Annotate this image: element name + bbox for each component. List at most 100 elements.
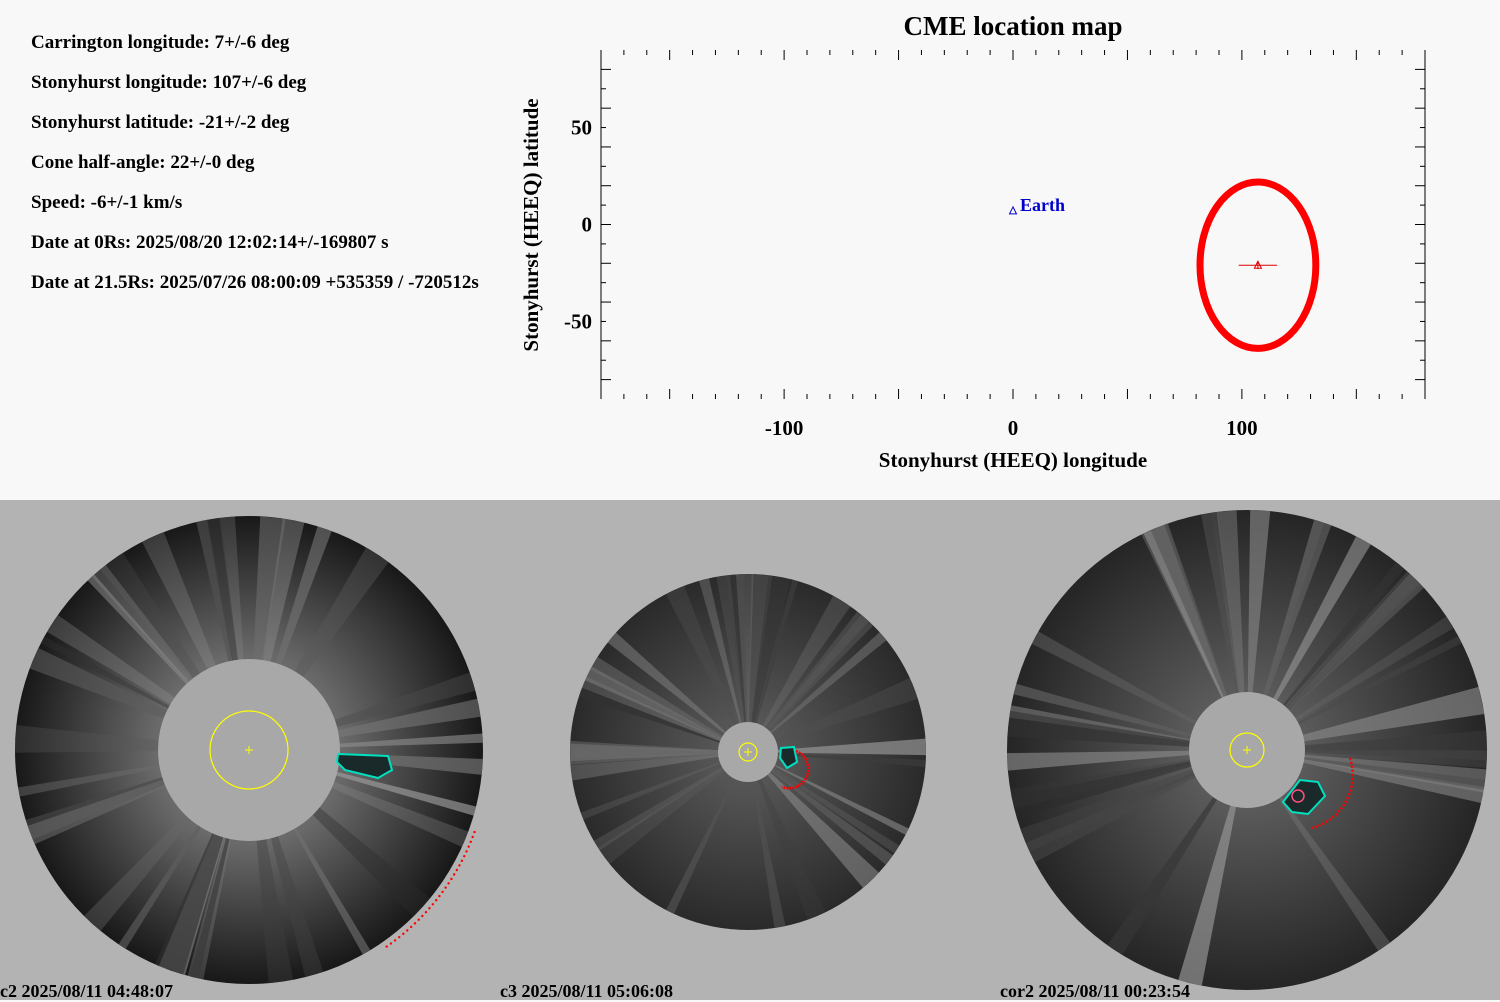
coronal-streamer bbox=[1025, 750, 1247, 863]
c3-coronagraph-disk bbox=[570, 574, 926, 930]
x-tick-label: 100 bbox=[1226, 416, 1258, 440]
info-stonyhurst-latitude: Stonyhurst latitude: -21+/-2 deg bbox=[31, 112, 290, 133]
sun-limb-circle bbox=[209, 710, 289, 790]
panel-caption-c2: c2 2025/08/11 04:48:07 bbox=[0, 981, 173, 1001]
cme-fit-arc bbox=[458, 864, 461, 867]
coronal-streamer bbox=[1201, 512, 1247, 750]
coronal-streamer bbox=[578, 688, 748, 752]
cme-fit-arc bbox=[465, 850, 468, 853]
coronal-streamer bbox=[597, 752, 748, 865]
coronal-streamer bbox=[570, 747, 748, 758]
cme-fit-arc bbox=[431, 903, 435, 906]
coronal-streamer bbox=[1141, 523, 1247, 750]
coronal-streamer bbox=[1216, 510, 1247, 750]
cme-fit-arc bbox=[409, 925, 413, 929]
cme-fit-arc bbox=[471, 835, 474, 839]
cme-fit-arc bbox=[417, 918, 420, 921]
coronal-streamer bbox=[1247, 750, 1486, 790]
cor2-coronagraph-disk bbox=[1007, 510, 1487, 990]
map-marks: Earth bbox=[1008, 178, 1320, 352]
info-date-0rs: Date at 0Rs: 2025/08/20 12:02:14+/-16980… bbox=[31, 232, 389, 253]
coronal-streamer bbox=[1247, 510, 1271, 750]
coronal-streamer bbox=[1009, 705, 1247, 750]
coronal-streamer bbox=[748, 579, 799, 752]
y-tick-label: 0 bbox=[582, 213, 593, 237]
coronal-streamer bbox=[1013, 683, 1247, 750]
panel-cor2: cor2 2025/08/11 00:23:54 bbox=[1000, 500, 1500, 1001]
coronal-streamer bbox=[1020, 750, 1247, 852]
cme-feature-contour bbox=[778, 745, 799, 770]
c3-image bbox=[570, 574, 926, 930]
coronagraph-panels: c2 2025/08/11 04:48:07 c3 2025/08/11 05:… bbox=[0, 500, 1500, 1001]
info-carrington-longitude: Carrington longitude: 7+/-6 deg bbox=[31, 32, 290, 53]
x-tick-label: 0 bbox=[1008, 416, 1019, 440]
cme-fit-arc bbox=[398, 935, 401, 939]
panel-caption-cor2: cor2 2025/08/11 00:23:54 bbox=[1000, 981, 1190, 1001]
coronal-streamer bbox=[699, 578, 748, 752]
cme-fit-arc bbox=[460, 859, 464, 863]
y-axis-label: Stonyhurst (HEEQ) latitude bbox=[519, 98, 543, 351]
panel-c2: c2 2025/08/11 04:48:07 bbox=[0, 500, 500, 1001]
cme-fit-arc bbox=[444, 886, 447, 889]
cme-fit-arc bbox=[463, 854, 466, 858]
coronal-streamer bbox=[607, 632, 748, 752]
coronal-streamer bbox=[726, 574, 748, 752]
cme-feature-core bbox=[1291, 789, 1305, 803]
coronal-streamer bbox=[1010, 750, 1247, 809]
cme-fit-arc bbox=[447, 882, 450, 885]
sun-limb-circle bbox=[1229, 732, 1265, 768]
coronal-streamer bbox=[1178, 750, 1247, 986]
cme-cone-ellipse bbox=[1196, 178, 1320, 352]
coronal-streamer bbox=[585, 666, 748, 752]
coronal-streamer bbox=[748, 677, 918, 752]
coronal-streamer bbox=[1247, 686, 1485, 750]
coronal-streamer bbox=[581, 676, 748, 752]
y-tick-label: -50 bbox=[564, 309, 592, 333]
coronal-streamer bbox=[1247, 750, 1485, 804]
cor2-image bbox=[1007, 510, 1487, 990]
cme-fit-arc bbox=[428, 907, 431, 910]
cme-fit-arc bbox=[406, 929, 409, 932]
cme-fit-arc bbox=[450, 877, 453, 881]
map-axes: -100 0 100 50 0 -50 bbox=[564, 50, 1426, 440]
cme-fit-arc bbox=[393, 939, 397, 942]
coronal-streamer bbox=[1007, 710, 1247, 750]
cme-fit-arc bbox=[452, 873, 456, 876]
coronal-streamer bbox=[1247, 536, 1371, 750]
coronal-streamer bbox=[1150, 523, 1247, 750]
coronal-streamer bbox=[1247, 636, 1462, 750]
coronal-streamer bbox=[1201, 511, 1247, 750]
coronal-streamer bbox=[748, 752, 826, 920]
panel-caption-c3: c3 2025/08/11 05:06:08 bbox=[500, 981, 673, 1001]
info-stonyhurst-longitude: Stonyhurst longitude: 107+/-6 deg bbox=[31, 72, 307, 93]
coronal-streamer bbox=[1247, 519, 1332, 750]
cme-fit-arc bbox=[402, 932, 405, 936]
x-tick-label: -100 bbox=[765, 416, 804, 440]
coronal-streamer bbox=[1247, 561, 1405, 750]
chart-title: CME location map bbox=[904, 11, 1123, 41]
cme-fit-arc bbox=[389, 942, 393, 945]
cme-marker bbox=[1253, 260, 1263, 269]
cme-fit-arc bbox=[469, 840, 472, 844]
coronal-streamer bbox=[748, 632, 887, 752]
coronal-streamer bbox=[1247, 750, 1487, 768]
coronal-streamer bbox=[1247, 750, 1391, 951]
coronal-streamer bbox=[665, 585, 748, 752]
info-cone-half-angle: Cone half-angle: 22+/-0 deg bbox=[31, 152, 255, 173]
cme-feature-contour bbox=[335, 752, 394, 780]
coronal-streamer bbox=[748, 614, 869, 752]
cme-fit-arc bbox=[385, 945, 388, 948]
cme-fit-arc bbox=[473, 830, 476, 834]
info-date-21-5rs: Date at 21.5Rs: 2025/07/26 08:00:09 +535… bbox=[31, 272, 479, 293]
coronal-streamer bbox=[748, 752, 893, 865]
cme-fit-arc bbox=[1311, 757, 1354, 830]
coronal-streamer bbox=[1247, 730, 1487, 761]
cme-fit-arc bbox=[438, 894, 441, 898]
coronal-streamer bbox=[1247, 616, 1454, 750]
coronal-streamer bbox=[735, 574, 754, 752]
coronal-streamer bbox=[748, 752, 879, 888]
cme-fit-arc bbox=[434, 899, 438, 902]
cme-fit-arc bbox=[421, 914, 424, 918]
coronal-streamer bbox=[748, 752, 909, 835]
earth-label: Earth bbox=[1020, 195, 1065, 215]
